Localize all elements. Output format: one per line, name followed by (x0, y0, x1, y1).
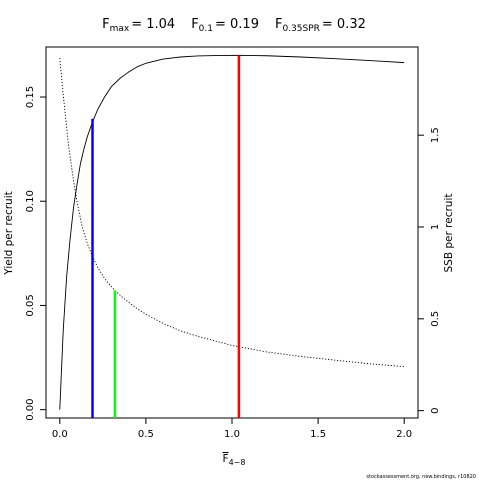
yield-per-recruit-curve (59, 54, 405, 410)
y-axis-title-left: Yield per recruit (3, 191, 15, 275)
x-tick-label: 2.0 (396, 429, 412, 440)
y-axis-title-right: SSB per recruit (443, 194, 455, 273)
y-left-tick-label: 0.10 (25, 190, 36, 212)
chart-title: Fmax = 1.04 F0.1 = 0.19 F0.35SPR = 0.32 (102, 17, 366, 34)
y-right-tick-label: 1.5 (430, 127, 441, 143)
y-right-tick-label: 0.5 (430, 311, 441, 327)
x-tick-label: 0.0 (52, 429, 68, 440)
series-layer (59, 54, 405, 410)
x-axis-title: F4−8 (223, 453, 246, 467)
title-fmax-base: F (102, 17, 109, 32)
y-left-tick-label: 0.00 (25, 399, 36, 421)
title-f035-sub: 0.35SPR (282, 24, 319, 34)
title-f035-value: = 0.32 (322, 17, 366, 32)
title-f01-value: = 0.19 (215, 17, 259, 32)
title-fmax-value: = 1.04 (131, 17, 175, 32)
x-tick-label: 1.5 (310, 429, 326, 440)
axes: 0.0 0.5 1.0 1.5 2.0 0.00 0.05 0.10 0.15 0 0.5 1 1.5 (25, 86, 441, 440)
x-axis-title-sub: 4−8 (229, 458, 246, 467)
title-f01-sub: 0.1 (199, 24, 213, 34)
y-right-tick-label: 1 (430, 224, 441, 230)
y-left-tick-label: 0.05 (25, 294, 36, 316)
title-fmax-sub: max (110, 24, 130, 34)
x-tick-label: 0.5 (138, 429, 154, 440)
title-f035-base: F (275, 17, 282, 32)
footer-text: stockassessment.org, new.bindings, r1082… (366, 474, 476, 480)
title-f01-base: F (191, 17, 198, 32)
x-axis-title-base: F (223, 453, 229, 465)
y-left-tick-label: 0.15 (25, 86, 36, 108)
ssb-per-recruit-curve (59, 57, 405, 368)
y-right-tick-label: 0 (430, 407, 441, 413)
reference-lines (91, 55, 241, 418)
x-tick-label: 1.0 (224, 429, 240, 440)
